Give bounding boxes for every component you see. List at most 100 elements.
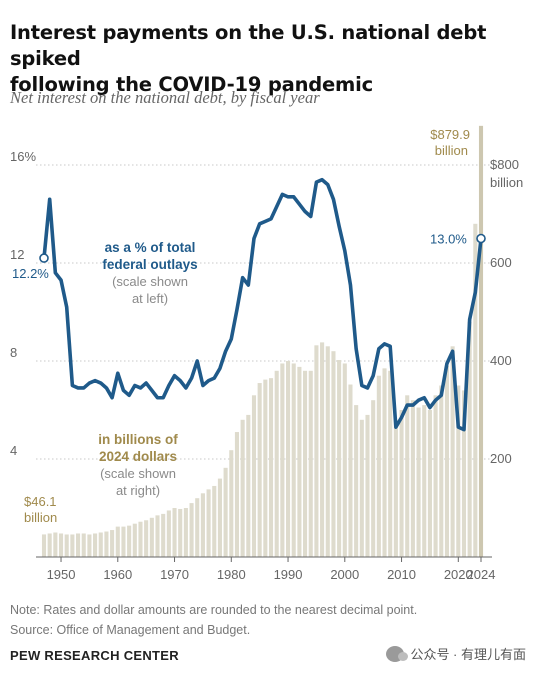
bar-1971 bbox=[178, 508, 183, 557]
bar-1991 bbox=[291, 363, 296, 557]
bar-1979 bbox=[223, 467, 228, 557]
bar-1984 bbox=[251, 395, 257, 557]
chart-title: Interest payments on the U.S. national d… bbox=[10, 20, 530, 98]
bar-1981 bbox=[234, 432, 240, 557]
x-tick-label-1960: 1960 bbox=[103, 567, 132, 582]
bar-1960 bbox=[115, 526, 120, 557]
bar-2013 bbox=[416, 407, 421, 557]
label-last-usd-2: billion bbox=[435, 143, 468, 158]
bar-1959 bbox=[110, 530, 115, 557]
bar-1947 bbox=[41, 534, 47, 557]
bar-2017 bbox=[439, 385, 444, 557]
label-last-usd-1: $879.9 bbox=[430, 127, 470, 142]
right-tick-label-2: 600 bbox=[490, 255, 512, 270]
bar-2008 bbox=[388, 370, 393, 557]
left-tick-label-3: 16% bbox=[10, 149, 36, 164]
annotation-pct-note-1: (scale shown bbox=[112, 274, 188, 289]
bar-1990 bbox=[286, 361, 291, 557]
right-tick-label-0: 200 bbox=[490, 451, 512, 466]
annotation-pct-line-2: federal outlays bbox=[102, 257, 197, 272]
bar-1999 bbox=[337, 360, 342, 557]
bar-1977 bbox=[212, 485, 217, 557]
bar-2011 bbox=[405, 395, 410, 557]
annotation-pct-line-1: as a % of total bbox=[105, 240, 196, 255]
bar-1998 bbox=[331, 351, 336, 557]
bar-1969 bbox=[166, 510, 171, 557]
bar-2009 bbox=[393, 419, 398, 557]
bar-1950 bbox=[58, 533, 64, 557]
watermark-text: 公众号 · 有理儿有面 bbox=[410, 647, 526, 662]
bar-1986 bbox=[263, 379, 268, 557]
bar-2020 bbox=[456, 385, 461, 557]
x-tick-label-2020: 2020 bbox=[444, 567, 473, 582]
left-tick-label-0: 4 bbox=[10, 443, 17, 458]
bar-1974 bbox=[195, 498, 200, 557]
bar-2006 bbox=[376, 375, 381, 557]
brand-name: PEW RESEARCH CENTER bbox=[10, 648, 179, 663]
bar-1955 bbox=[87, 534, 92, 557]
label-first-usd-1: $46.1 bbox=[24, 494, 57, 509]
bar-2024 bbox=[478, 125, 484, 557]
bar-2016 bbox=[433, 395, 438, 557]
right-tick-label-4: billion bbox=[490, 175, 523, 190]
bar-1992 bbox=[297, 366, 302, 557]
x-tick-label-1980: 1980 bbox=[217, 567, 246, 582]
bar-1973 bbox=[189, 503, 194, 557]
bar-1987 bbox=[268, 378, 274, 557]
bar-1982 bbox=[240, 419, 245, 557]
bar-1967 bbox=[155, 515, 160, 557]
bar-2021 bbox=[461, 390, 467, 557]
chart-title-line-1: Interest payments on the U.S. national d… bbox=[10, 21, 487, 70]
bar-1989 bbox=[280, 363, 285, 557]
bar-2018 bbox=[444, 365, 449, 557]
bar-1964 bbox=[138, 521, 143, 557]
x-tick-label-2024: 2024 bbox=[467, 567, 496, 582]
right-tick-label-1: 400 bbox=[490, 353, 512, 368]
bar-2003 bbox=[359, 419, 364, 557]
bar-1957 bbox=[98, 532, 103, 557]
bar-1965 bbox=[144, 520, 149, 557]
bar-2001 bbox=[348, 384, 353, 557]
bar-2022 bbox=[467, 321, 472, 557]
x-tick-label-1970: 1970 bbox=[160, 567, 189, 582]
bar-1953 bbox=[76, 533, 81, 557]
chart-subtitle: Net interest on the national debt, by fi… bbox=[10, 88, 320, 107]
bar-2002 bbox=[354, 405, 359, 557]
bar-1963 bbox=[132, 523, 137, 557]
label-last-pct: 13.0% bbox=[430, 232, 467, 247]
bar-1970 bbox=[172, 508, 177, 557]
bar-1980 bbox=[229, 450, 234, 557]
marker-first-pct bbox=[39, 253, 49, 263]
bar-1997 bbox=[325, 346, 330, 557]
bar-1995 bbox=[314, 345, 319, 557]
annotation-usd-line-2: 2024 dollars bbox=[99, 449, 177, 464]
bar-1994 bbox=[308, 370, 313, 557]
bar-1968 bbox=[161, 513, 166, 557]
bar-1952 bbox=[70, 534, 75, 557]
bar-2012 bbox=[410, 400, 415, 557]
bar-1961 bbox=[121, 526, 126, 557]
bar-1956 bbox=[93, 533, 98, 557]
label-first-usd-2: billion bbox=[24, 510, 57, 525]
bar-1951 bbox=[64, 534, 69, 557]
bar-2010 bbox=[399, 410, 404, 557]
left-tick-label-2: 12 bbox=[10, 247, 24, 262]
watermark: 公众号 · 有理儿有面 bbox=[386, 644, 526, 663]
chart-note: Note: Rates and dollar amounts are round… bbox=[10, 603, 418, 617]
line-pct-outlays bbox=[42, 177, 483, 432]
bar-1972 bbox=[183, 508, 188, 557]
right-tick-label-3: $800 bbox=[490, 157, 519, 172]
bar-2019 bbox=[450, 346, 455, 557]
left-tick-label-1: 8 bbox=[10, 345, 17, 360]
wechat-icon bbox=[386, 645, 409, 662]
bar-2015 bbox=[427, 410, 432, 557]
bar-2014 bbox=[422, 405, 427, 557]
x-tick-label-1950: 1950 bbox=[47, 567, 76, 582]
x-tick-label-2000: 2000 bbox=[330, 567, 359, 582]
bar-1978 bbox=[217, 478, 222, 557]
bar-2000 bbox=[342, 363, 347, 557]
bar-2007 bbox=[382, 368, 387, 557]
bar-1975 bbox=[200, 493, 205, 557]
annotation-usd-note-1: (scale shown bbox=[100, 466, 176, 481]
